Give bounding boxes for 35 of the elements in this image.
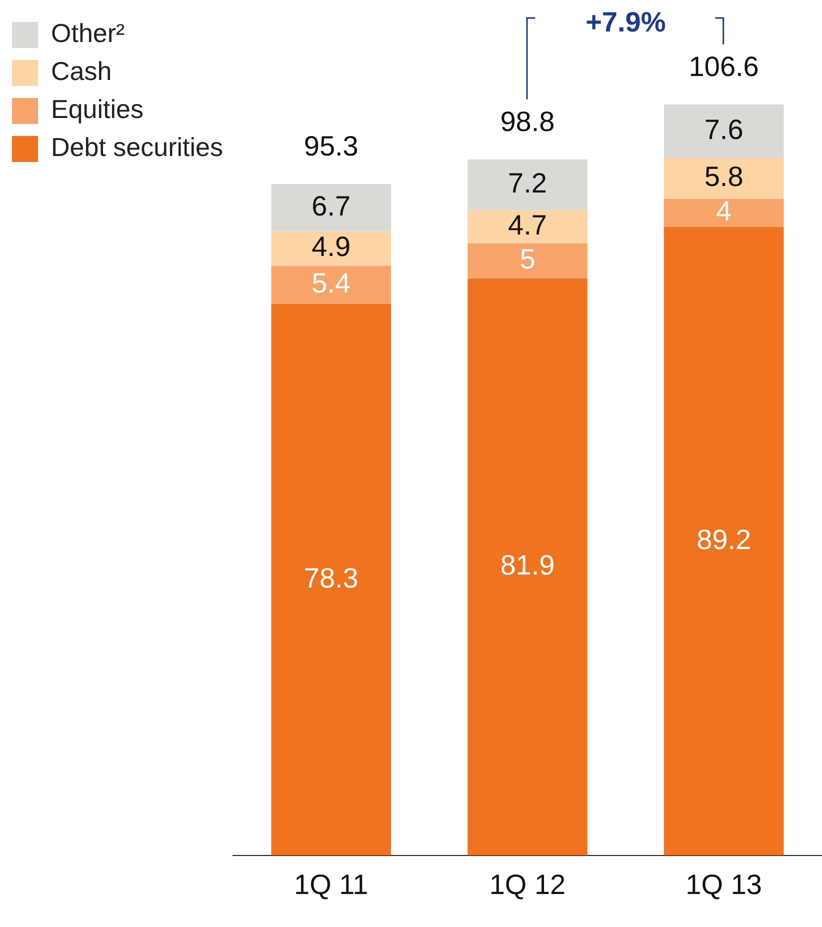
data-label: 7.2: [508, 167, 547, 198]
bar: [271, 304, 392, 856]
data-label: 7.6: [704, 114, 744, 145]
total-label: 98.8: [500, 106, 555, 138]
bar: [468, 278, 588, 856]
data-label: 5.8: [704, 161, 744, 192]
x-tick-label: 1Q 12: [489, 868, 566, 900]
data-label: 6.7: [312, 190, 351, 222]
legend-label: Other²: [51, 18, 126, 48]
data-label: 78.3: [304, 562, 358, 594]
x-tick-label: 1Q 11: [294, 868, 368, 900]
bar: [468, 243, 588, 278]
bar: [664, 226, 784, 856]
bar: [664, 104, 784, 158]
legend-label: Debt securities: [51, 132, 223, 162]
data-label: 4.7: [508, 209, 547, 240]
data-label: 5: [520, 244, 536, 275]
data-label: 5.4: [312, 267, 351, 298]
text: +7.9%: [586, 6, 666, 38]
bar: [664, 158, 784, 199]
data-label: 4: [716, 196, 732, 227]
total-label: 95.3: [304, 130, 358, 162]
bar: [271, 184, 392, 232]
legend-label: Cash: [51, 56, 112, 86]
x-tick-label: 1Q 13: [686, 868, 762, 900]
bar: [468, 210, 588, 244]
data-label: 4.9: [312, 231, 351, 262]
bar: [664, 198, 784, 227]
bar: [271, 266, 392, 304]
total-label: 106.6: [688, 51, 759, 82]
data-label: 89.2: [696, 524, 752, 555]
bar: [468, 159, 588, 210]
bar: [271, 231, 392, 266]
data-label: 81.9: [500, 550, 555, 581]
legend-label: Equities: [51, 94, 144, 124]
